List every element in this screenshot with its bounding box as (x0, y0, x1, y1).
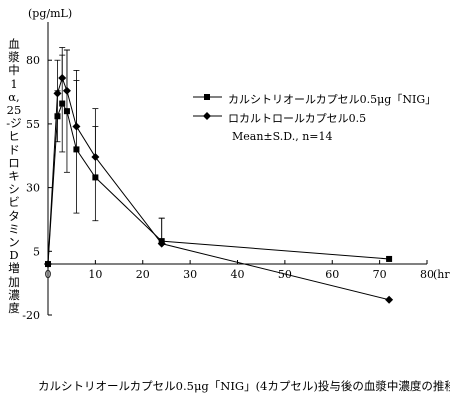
chart-caption: カルシトリオールカプセル0.5μg「NIG」(4カプセル)投与後の血漿中濃度の推… (38, 379, 450, 393)
x-tick-label: 80 (420, 268, 434, 281)
y-tick-label: 80 (26, 54, 40, 67)
legend (193, 94, 222, 120)
data-point-square (63, 108, 70, 115)
x-unit-label: (hr) (433, 268, 450, 281)
data-point-diamond (385, 295, 394, 304)
y-axis-label: 血漿中1α,25-ジヒドロキシビタミンD増加濃度 (6, 37, 22, 316)
data-point-square (92, 174, 99, 181)
series-line-1 (47, 102, 390, 265)
legend-marker-square (204, 94, 210, 100)
y-tick-label: -20 (22, 309, 40, 322)
data-point-diamond (53, 89, 62, 98)
y-unit-label: (pg/mL) (28, 7, 73, 20)
legend-label-series-1: カルシトリオールカプセル0.5μg「NIG」 (228, 93, 437, 106)
data-point-diamond (157, 239, 166, 248)
x-tick-label: 50 (278, 268, 292, 281)
data-markers (44, 74, 394, 304)
data-point-square (54, 113, 61, 120)
data-point-diamond (91, 153, 100, 162)
y-tick-label: 55 (26, 118, 40, 131)
y-tick-label: 5 (33, 245, 40, 258)
error-bars (54, 47, 165, 244)
x-tick-label: 20 (136, 268, 150, 281)
data-point-diamond (44, 260, 52, 269)
x-tick-label: 0 (45, 268, 52, 281)
legend-label-series-2: ロカルトロールカプセル0.5 (228, 112, 367, 125)
data-point-diamond (62, 86, 71, 95)
data-point-square (386, 255, 393, 262)
x-tick-label: 40 (231, 268, 245, 281)
x-tick-label: 30 (183, 268, 197, 281)
legend-marker-diamond (203, 112, 211, 120)
x-tick-label: 70 (373, 268, 387, 281)
x-tick-label: 60 (325, 268, 339, 281)
y-tick-label: 30 (26, 182, 40, 195)
data-point-diamond (58, 74, 67, 83)
data-point-square (59, 100, 66, 107)
x-tick-label: 10 (88, 268, 102, 281)
annotation-mean-sd: Mean±S.D., n=14 (232, 130, 333, 143)
data-point-square (73, 146, 80, 153)
data-point-diamond (72, 122, 81, 131)
